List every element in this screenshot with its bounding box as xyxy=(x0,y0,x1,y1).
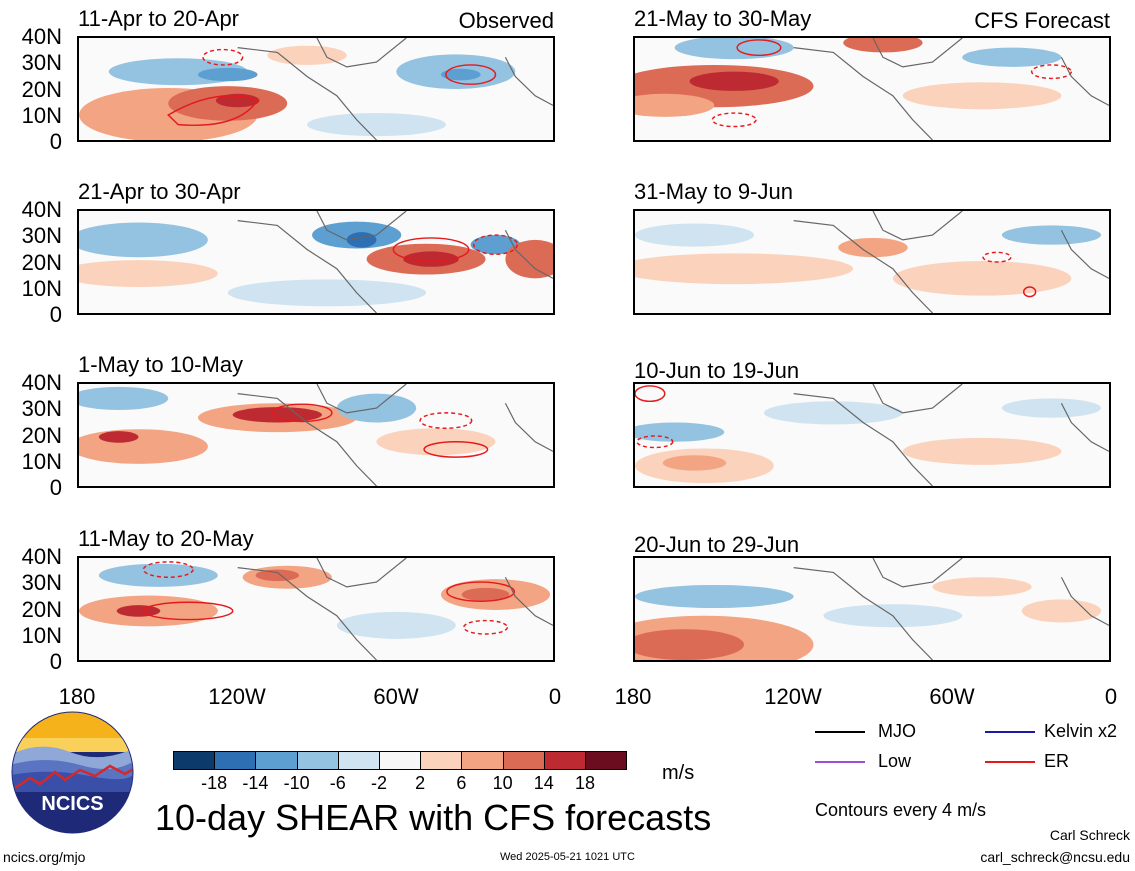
panel-title: 21-May to 30-May xyxy=(634,6,812,31)
colorbar-swatch xyxy=(337,751,380,770)
legend-low-label: Low xyxy=(878,751,912,771)
lat-label: 40N xyxy=(21,197,62,222)
legend-kelvin-label: Kelvin x2 xyxy=(1044,721,1118,741)
colorbar-swatch xyxy=(379,751,422,770)
lat-label: 0 xyxy=(49,129,62,154)
colorbar-label: 18 xyxy=(574,773,596,793)
colorbar-swatch xyxy=(585,751,628,770)
colorbar-swatch xyxy=(502,751,545,770)
map-panel-forecast-2 xyxy=(633,209,1111,315)
legend-kelvin-line xyxy=(985,731,1035,733)
lon-label: 0 xyxy=(1104,684,1118,709)
panel-title: 20-Jun to 29-Jun xyxy=(634,532,800,557)
footer-timestamp: Wed 2025-05-21 1021 UTC xyxy=(500,851,635,863)
ncics-logo: NCICS xyxy=(10,710,135,835)
lat-label: 20N xyxy=(21,250,62,275)
lon-label: 0 xyxy=(548,684,562,709)
map-panel-forecast-3 xyxy=(633,382,1111,488)
colorbar-units: m/s xyxy=(662,762,695,784)
colorbar-label: -6 xyxy=(329,773,346,793)
colorbar-label: -18 xyxy=(201,773,228,793)
lat-label: 20N xyxy=(21,77,62,102)
map-panel-observed-2 xyxy=(77,209,555,315)
lat-label: 0 xyxy=(49,302,62,327)
lon-label: 60W xyxy=(373,684,419,709)
lat-label: 0 xyxy=(49,475,62,500)
lat-label: 30N xyxy=(21,396,62,421)
lat-label: 20N xyxy=(21,597,62,622)
lat-label: 30N xyxy=(21,50,62,75)
lat-label: 0 xyxy=(49,649,62,674)
panel-title: 11-Apr to 20-Apr xyxy=(78,6,240,31)
colorbar-label: 2 xyxy=(415,773,426,793)
colorbar-swatch xyxy=(173,751,216,770)
lon-label: 180 xyxy=(58,684,96,709)
panel-title: 11-May to 20-May xyxy=(78,526,254,551)
lat-label: 40N xyxy=(21,544,62,569)
lon-label: 60W xyxy=(929,684,975,709)
map-panel-forecast-1 xyxy=(633,36,1111,142)
colorbar-label: -10 xyxy=(283,773,310,793)
colorbar-label: 10 xyxy=(492,773,513,793)
observed-header: Observed xyxy=(458,8,554,33)
lat-label: 10N xyxy=(21,449,62,474)
logo-text: NCICS xyxy=(41,793,103,815)
colorbar-swatch xyxy=(296,751,339,770)
main-title: 10-day SHEAR with CFS forecasts xyxy=(155,797,712,838)
lon-label: 180 xyxy=(614,684,652,709)
colorbar-label: 6 xyxy=(456,773,467,793)
map-panel-observed-3 xyxy=(77,382,555,488)
map-panel-observed-1 xyxy=(77,36,555,142)
lat-label: 30N xyxy=(21,570,62,595)
colorbar-swatch xyxy=(543,751,586,770)
colorbar-swatch xyxy=(255,751,298,770)
colorbar-swatch xyxy=(461,751,504,770)
lon-label: 120W xyxy=(764,684,822,709)
lat-label: 10N xyxy=(21,103,62,128)
lon-label: 120W xyxy=(208,684,266,709)
legend-mjo-label: MJO xyxy=(878,721,916,741)
legend-er-label: ER xyxy=(1044,751,1070,771)
colorbar-label: -14 xyxy=(242,773,269,793)
lat-label: 40N xyxy=(21,370,62,395)
panel-title: 31-May to 9-Jun xyxy=(634,179,793,204)
legend-mjo-line xyxy=(815,731,865,733)
colorbar-swatch xyxy=(420,751,463,770)
panel-title: 1-May to 10-May xyxy=(78,352,244,377)
panel-title: 21-Apr to 30-Apr xyxy=(78,179,241,204)
lat-label: 20N xyxy=(21,423,62,448)
lat-label: 40N xyxy=(21,24,62,49)
map-panel-forecast-4 xyxy=(633,556,1111,662)
colorbar-label: 14 xyxy=(533,773,554,793)
contour-note: Contours every 4 m/s xyxy=(815,800,987,820)
forecast-header: CFS Forecast xyxy=(974,8,1110,33)
colorbar-swatch xyxy=(214,751,257,770)
map-panel-observed-4 xyxy=(77,556,555,662)
legend-er-line xyxy=(985,761,1035,763)
lat-label: 10N xyxy=(21,276,62,301)
colorbar-label: -2 xyxy=(370,773,387,793)
legend-low-line xyxy=(815,761,865,763)
panel-title: 10-Jun to 19-Jun xyxy=(634,358,800,383)
footer-email: carl_schreck@ncsu.edu xyxy=(980,849,1130,865)
lat-label: 10N xyxy=(21,623,62,648)
lat-label: 30N xyxy=(21,223,62,248)
footer-url: ncics.org/mjo xyxy=(3,849,86,865)
footer-author: Carl Schreck xyxy=(1049,827,1130,843)
